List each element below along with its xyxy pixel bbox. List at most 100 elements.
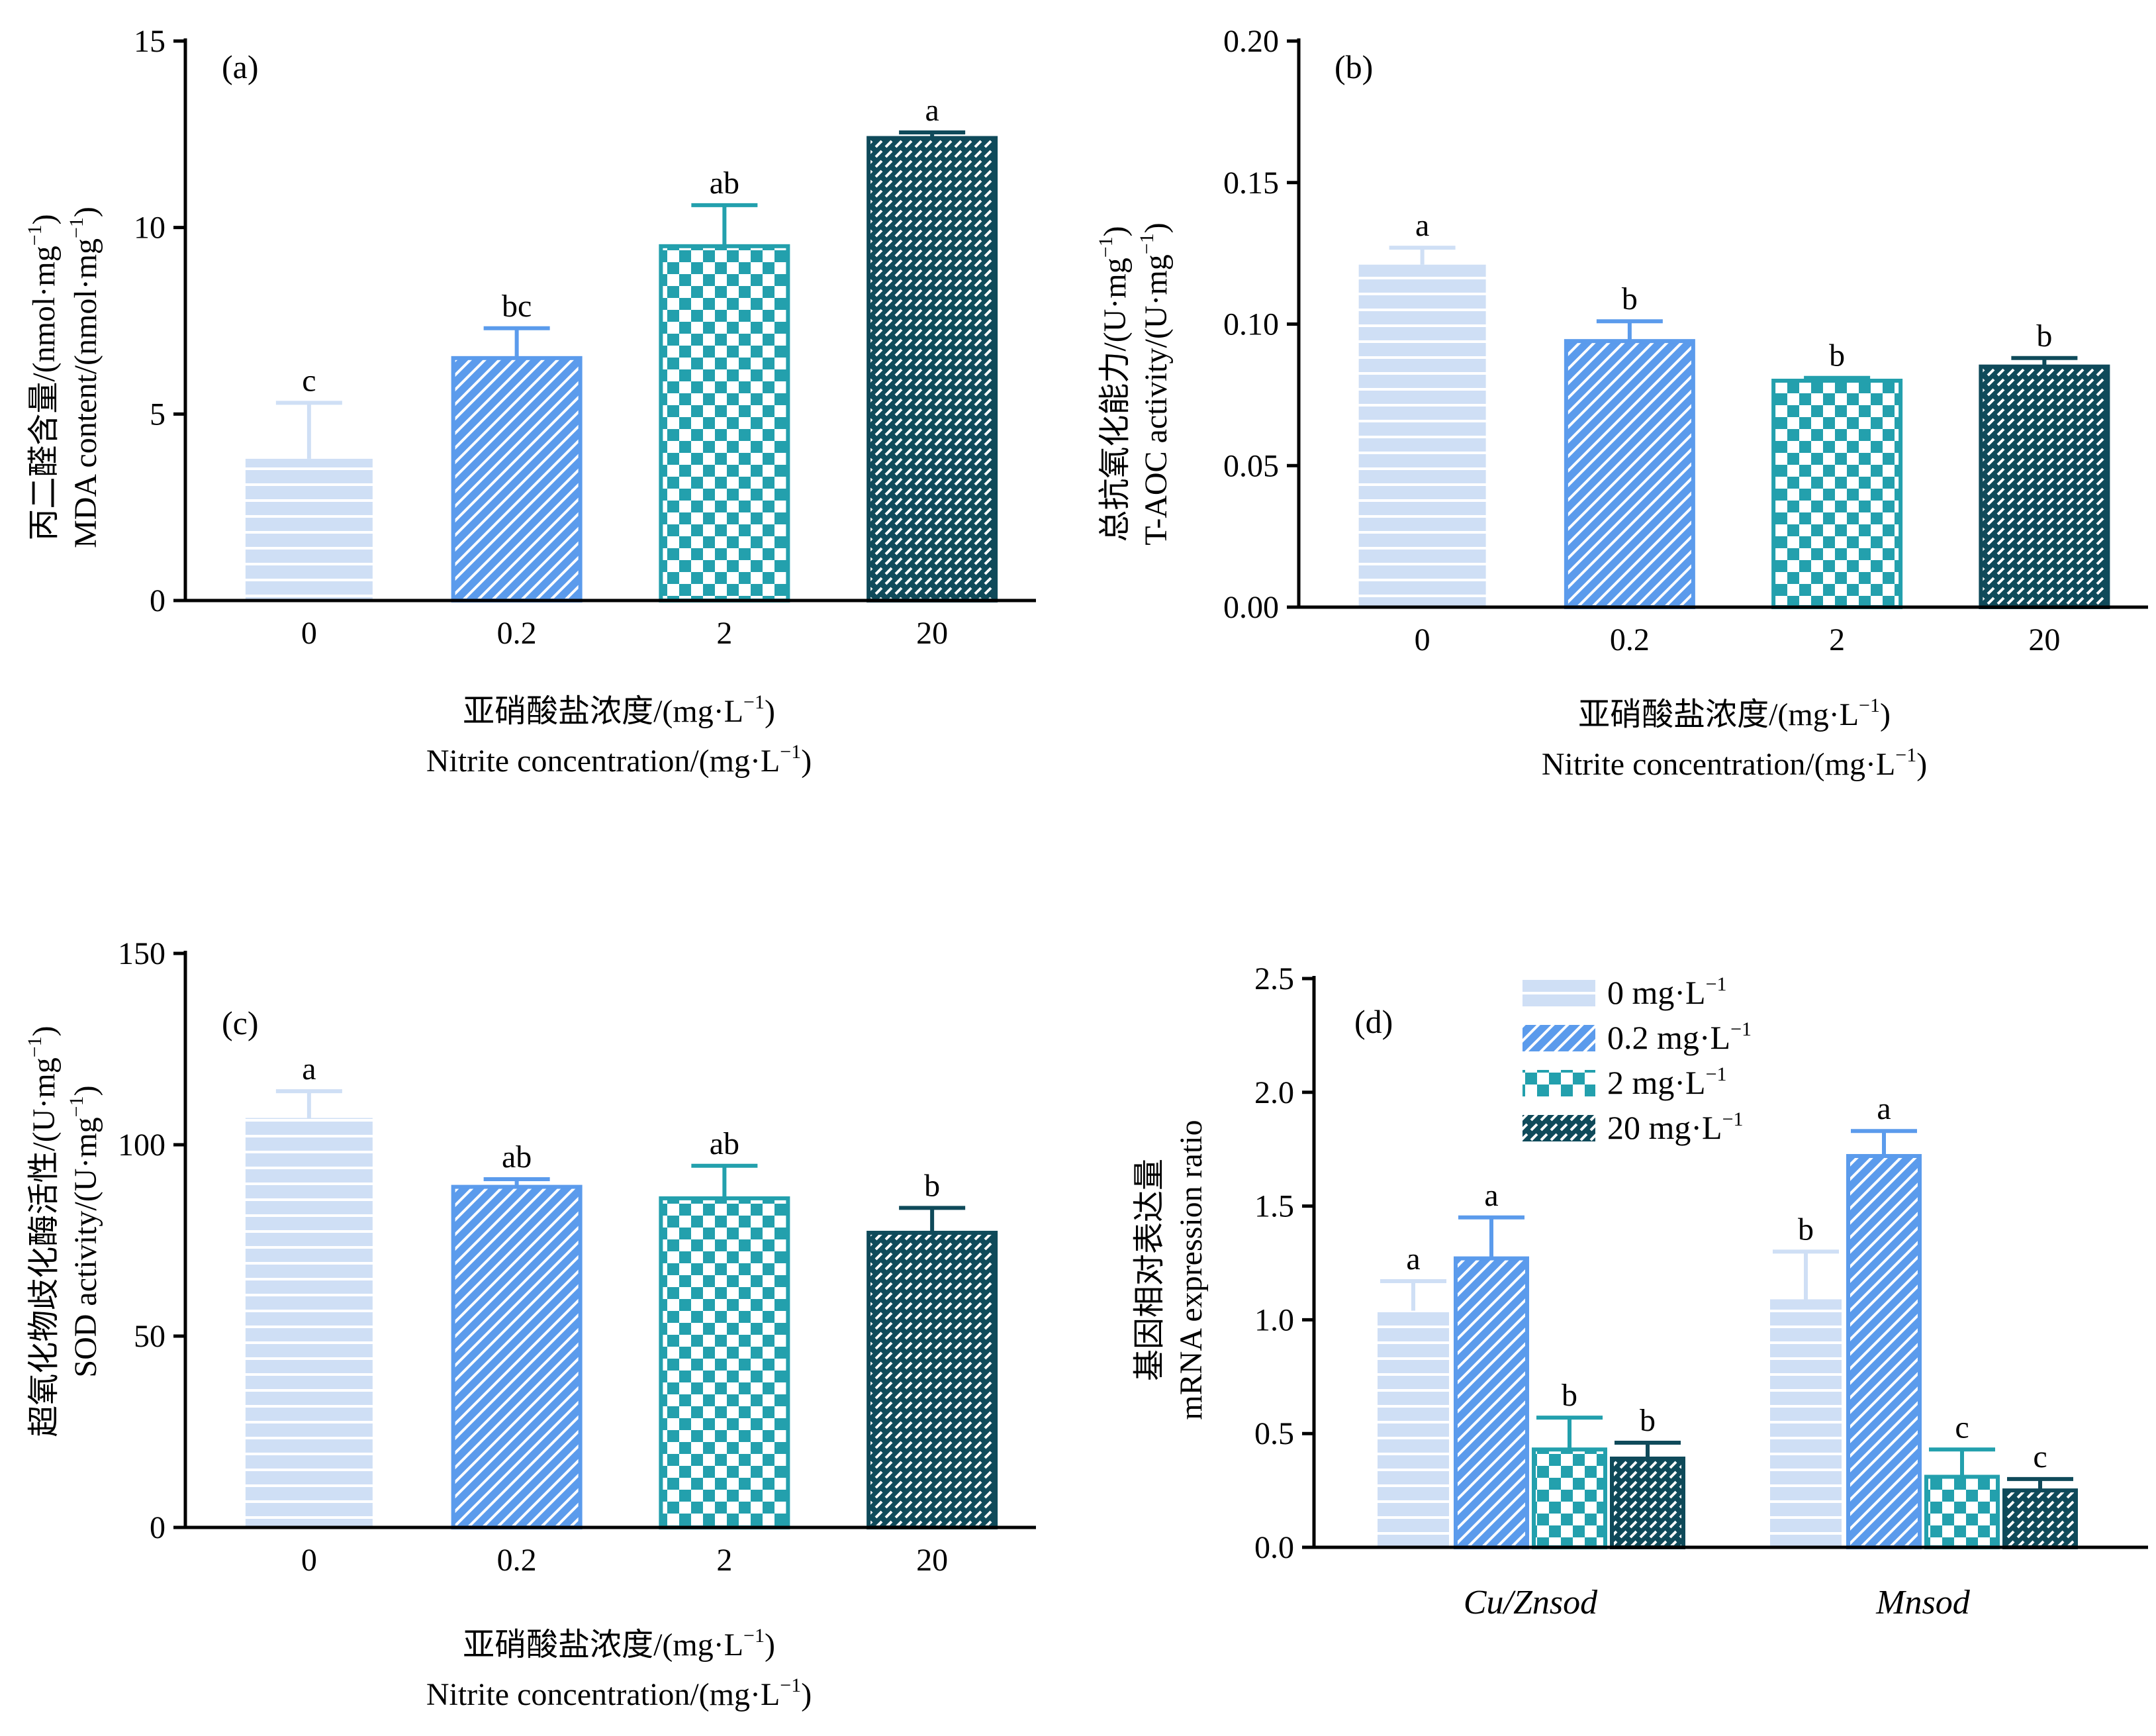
panel-a-significance-label: ab: [710, 166, 739, 201]
panel-b-xtick-label: 20: [2028, 622, 2060, 657]
panel-b-bar: [1771, 379, 1903, 609]
panel-c-significance-label: a: [302, 1051, 316, 1086]
panel-a-xtick-label: 20: [916, 616, 948, 651]
panel-a-ytick-label: 10: [134, 211, 165, 246]
panel-d-ylabel-cn: 基因相对表达量: [1132, 1159, 1167, 1381]
panel-b-bar: [1358, 264, 1486, 608]
panel-b-xtick-label: 0.2: [1610, 622, 1650, 657]
panel-b-ytick-label: 0.15: [1223, 166, 1279, 201]
panel-b-letter: (b): [1335, 48, 1373, 85]
panel-d-ytick-label: 2.0: [1254, 1075, 1294, 1110]
panel-d-significance-label: b: [1640, 1403, 1656, 1438]
panel-d-significance-label: a: [1484, 1178, 1498, 1213]
panel-a-significance-label: a: [925, 93, 939, 128]
panel-c-bar: [245, 1118, 373, 1527]
panel-c-axes: 0 50 100 150 0 0.2 2 20: [118, 936, 1036, 1578]
panel-d-significance-label: a: [1406, 1241, 1420, 1277]
panel-b-bar: [1979, 364, 2110, 609]
panel-a-bar: [451, 356, 583, 603]
legend-label: 20 mg·L−1: [1607, 1108, 1744, 1146]
panel-c-bar: [659, 1196, 790, 1530]
panel-c: (c) a ab ab b 0 50 100 150 0 0.2 2 20 超氧化物歧化酶活性/(U…: [24, 936, 1036, 1712]
panel-d-axes: 0.0 0.5 1.0 1.5 2.0 2.5 Cu/Znsod Mnsod: [1254, 961, 2148, 1621]
panel-c-xtick-label: 0.2: [497, 1543, 537, 1578]
panel-b-xtick-label: 2: [1829, 622, 1845, 657]
panel-b-xtick-label: 0: [1415, 622, 1430, 657]
panel-a-axes: 0 5 10 15 0 0.2 2 20: [134, 24, 1036, 651]
panel-b-bar: [1564, 339, 1695, 610]
panel-d-significance-label: c: [1955, 1410, 1969, 1445]
panel-a-bars: c bc ab a: [245, 93, 998, 603]
panel-d-ytick-label: 2.5: [1254, 961, 1294, 996]
legend-label: 0 mg·L−1: [1607, 973, 1727, 1011]
panel-d-bar: [1770, 1299, 1842, 1547]
legend-swatch: [1523, 1025, 1595, 1051]
panel-c-letter: (c): [222, 1004, 259, 1041]
panel-c-ytick-label: 100: [118, 1128, 165, 1163]
legend-label: 0.2 mg·L−1: [1607, 1018, 1752, 1056]
panel-c-xtick-label: 20: [916, 1543, 948, 1578]
panel-b: (b) a b b b 0.00 0.05 0.10 0.15 0.20 0 0.2 2 20 总抗氧…: [1095, 24, 2148, 782]
panel-a-ylabel-en: MDA content/(nmol·mg−1): [66, 207, 103, 548]
panel-b-significance-label: b: [1829, 338, 1845, 373]
panel-c-bars: a ab ab b: [245, 1051, 998, 1530]
legend-label: 2 mg·L−1: [1607, 1063, 1727, 1101]
panel-d-significance-label: c: [2033, 1439, 2047, 1474]
panel-d-category-label: Cu/Znsod: [1464, 1584, 1598, 1621]
panel-d-ytick-label: 0.0: [1254, 1530, 1294, 1565]
panel-b-ylabel-en: T-AOC activity/(U·mg−1): [1136, 222, 1174, 545]
panel-d-bar: [1846, 1154, 1922, 1550]
legend-swatch: [1523, 1115, 1595, 1141]
panel-c-xtick-label: 2: [716, 1543, 732, 1578]
panel-d-significance-label: b: [1798, 1212, 1814, 1247]
panel-d-letter: (d): [1354, 1003, 1393, 1040]
panel-b-axes: 0.00 0.05 0.10 0.15 0.20 0 0.2 2 20: [1223, 24, 2148, 657]
panel-d-bar: [1454, 1256, 1529, 1550]
panel-b-ytick-label: 0.05: [1223, 448, 1279, 483]
panel-c-bar: [867, 1230, 998, 1529]
panel-c-ytick-label: 150: [118, 936, 165, 971]
legend-swatch: [1523, 980, 1595, 1006]
panel-c-significance-label: b: [924, 1168, 940, 1203]
panel-d-significance-label: a: [1877, 1091, 1891, 1126]
panel-b-ytick-label: 0.20: [1223, 24, 1279, 59]
panel-a-bar: [659, 244, 790, 603]
panel-c-xlabel-en: Nitrite concentration/(mg·L−1): [426, 1674, 812, 1712]
panel-a-bar: [867, 136, 998, 603]
panel-b-bars: a b b b: [1358, 208, 2110, 610]
panel-d-ytick-label: 1.5: [1254, 1189, 1294, 1224]
panel-a-ylabel-cn: 丙二醛含量/(nmol·mg−1): [24, 214, 62, 540]
panel-d-category-label: Mnsod: [1875, 1584, 1971, 1621]
panel-d-bar: [1532, 1447, 1607, 1549]
panel-b-significance-label: a: [1415, 208, 1429, 243]
panel-c-ylabel-en: SOD activity/(U·mg−1): [66, 1085, 103, 1377]
panel-d-ylabel-en: mRNA expression ratio: [1174, 1120, 1209, 1420]
panel-c-significance-label: ab: [502, 1139, 532, 1175]
panel-a-letter: (a): [222, 48, 259, 85]
panel-c-significance-label: ab: [710, 1126, 739, 1161]
panel-d-bar: [1378, 1310, 1449, 1547]
panel-b-ylabel-cn: 总抗氧化能力/(U·mg−1): [1095, 226, 1133, 542]
panel-a-ytick-label: 5: [150, 397, 165, 432]
panel-d-ytick-label: 1.0: [1254, 1302, 1294, 1337]
panel-d-bar: [1924, 1474, 2000, 1549]
panel-d-legend: 0 mg·L−1 0.2 mg·L−1 2 mg·L−1 20 mg·L−1: [1523, 973, 1752, 1146]
panel-b-ytick-label: 0.10: [1223, 307, 1279, 342]
panel-a-ytick-label: 0: [150, 583, 165, 618]
panel-a: (a) c bc ab a 0 5 10 15 0 0.2 2 20 丙二醛含量/(nmol·mg−…: [24, 24, 1036, 779]
panel-a-xtick-label: 0: [301, 616, 317, 651]
panel-b-significance-label: b: [2036, 318, 2052, 354]
panel-c-ytick-label: 50: [134, 1319, 165, 1354]
panel-a-xlabel-cn: 亚硝酸盐浓度/(mg·L−1): [463, 691, 775, 729]
panel-c-xlabel-cn: 亚硝酸盐浓度/(mg·L−1): [463, 1625, 775, 1663]
panel-a-ytick-label: 15: [134, 24, 165, 59]
panel-b-xlabel-en: Nitrite concentration/(mg·L−1): [1542, 744, 1927, 782]
panel-b-xlabel-cn: 亚硝酸盐浓度/(mg·L−1): [1578, 695, 1891, 732]
panel-c-bar: [451, 1184, 583, 1529]
panel-d-significance-label: b: [1562, 1378, 1577, 1413]
panel-a-bar: [245, 458, 373, 601]
panel-c-xtick-label: 0: [301, 1543, 317, 1578]
panel-d-bar: [1610, 1456, 1685, 1550]
panel-b-ytick-label: 0.00: [1223, 590, 1279, 625]
